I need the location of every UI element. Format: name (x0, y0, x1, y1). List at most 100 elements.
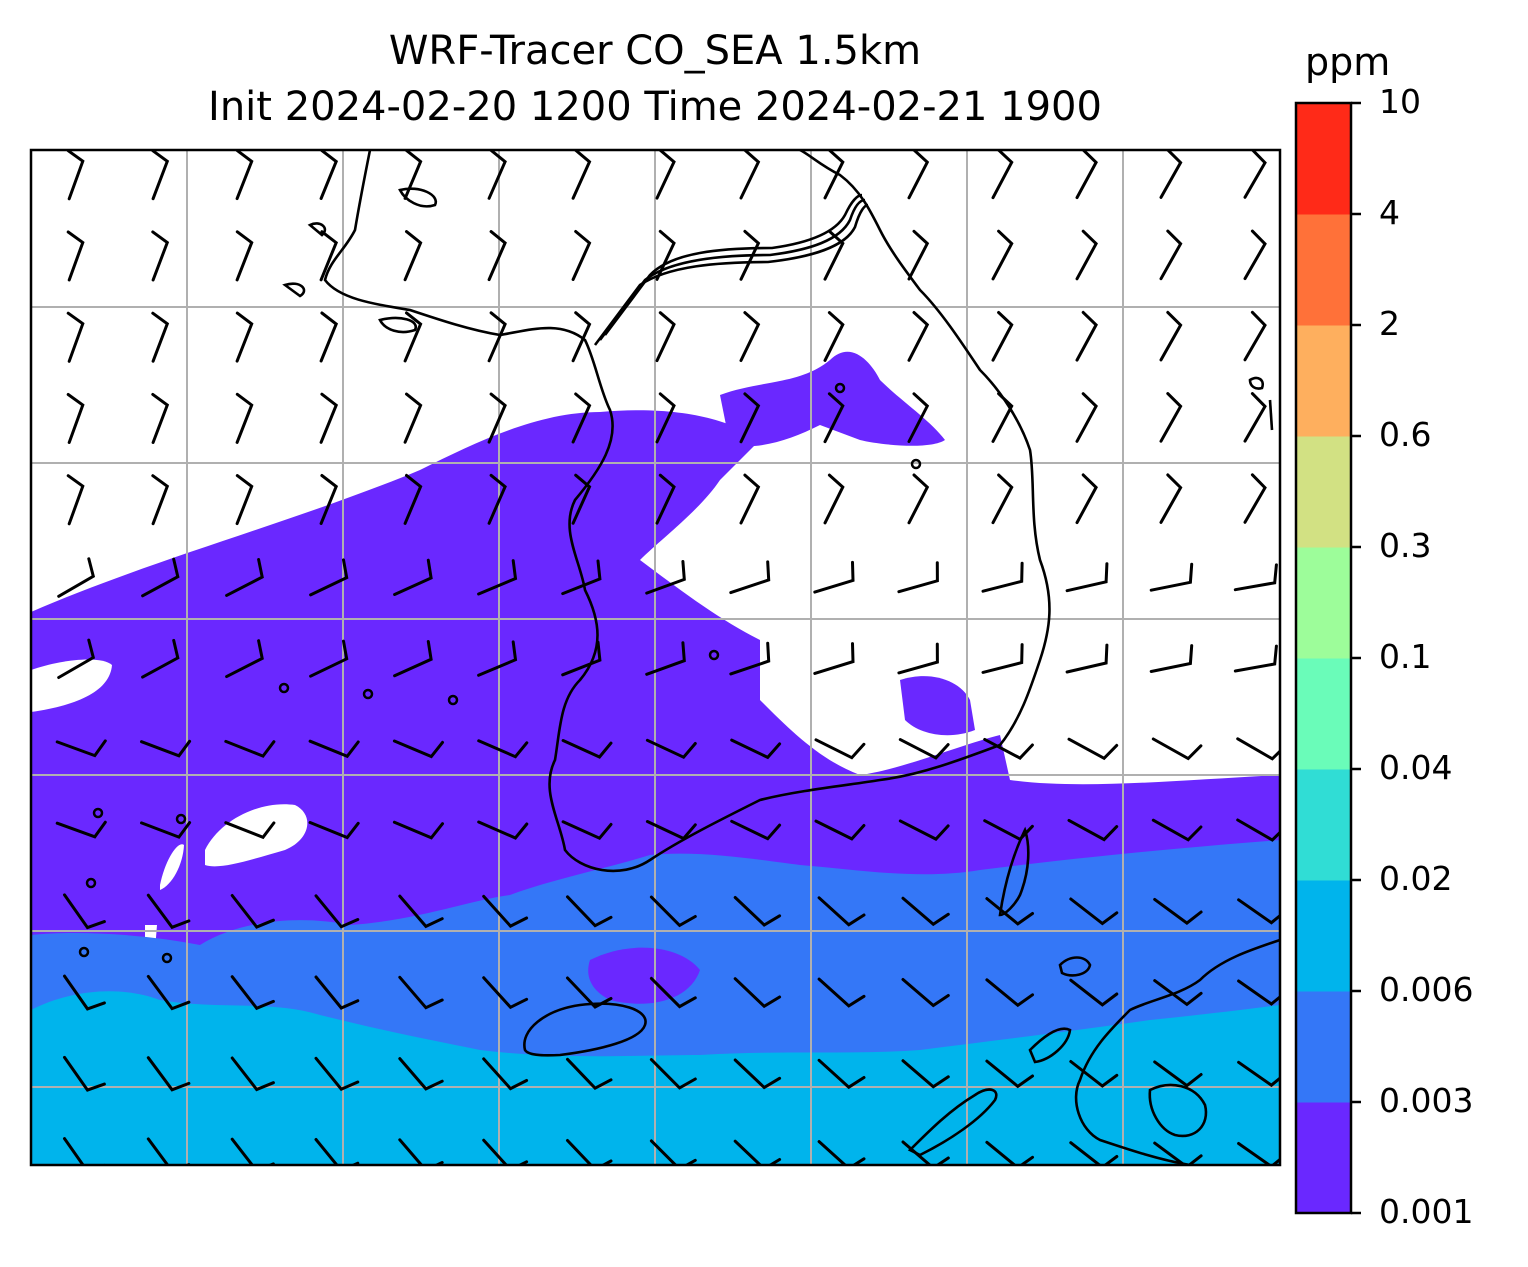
wind-barb (907, 473, 930, 525)
wind-barb (907, 150, 930, 200)
wind-barb (814, 819, 866, 841)
wind-barb (897, 561, 939, 594)
colorbar-tick-label: 10 (1379, 82, 1421, 121)
wind-barb (739, 229, 761, 281)
wind-barb (477, 820, 529, 840)
colorbar-segment (1296, 325, 1351, 437)
wind-barb (319, 474, 339, 525)
colorbar-segment (1296, 658, 1351, 770)
wind-barb (898, 819, 950, 841)
wind-barb (730, 819, 782, 841)
wind-barb (823, 311, 845, 362)
wind-barb (151, 230, 170, 282)
wind-barb (649, 895, 697, 928)
wind-barb (225, 558, 264, 597)
wind-barb (63, 974, 106, 1011)
wind-barb (823, 150, 845, 200)
wind-barb (1065, 643, 1109, 674)
colorbar-tick-label: 0.04 (1379, 748, 1453, 787)
colorbar-segment (1296, 1102, 1351, 1214)
wind-barb (235, 230, 254, 282)
contour-fill-0.001-northeast (720, 351, 945, 447)
wind-barb (151, 311, 170, 363)
wind-barb (146, 1056, 191, 1092)
wind-barb (991, 392, 1014, 443)
wind-barb (981, 561, 1024, 593)
colorbar-tick-label: 2 (1379, 304, 1400, 343)
colorbar-tick-label: 0.006 (1379, 970, 1474, 1009)
wind-barb (314, 1056, 360, 1092)
wind-barb (897, 642, 939, 675)
wind-barb (1153, 1141, 1203, 1165)
wind-barb (1243, 473, 1267, 524)
wind-barb (898, 738, 950, 760)
wind-barb (823, 473, 845, 525)
colorbar-segment (1296, 769, 1351, 881)
wind-barb (141, 638, 180, 679)
wind-barb (655, 473, 676, 525)
colorbar-segment (1296, 214, 1351, 326)
wind-barb (225, 639, 264, 679)
wind-barb (1149, 644, 1194, 673)
wind-barb (224, 821, 276, 840)
wind-barb (1075, 229, 1098, 281)
wind-barb (901, 978, 950, 1008)
wind-barb (1243, 150, 1267, 199)
wind-barb (308, 739, 360, 759)
wind-barb (733, 977, 782, 1009)
wind-barb (645, 738, 697, 760)
wind-barb (1233, 644, 1278, 673)
wind-barb (1243, 310, 1267, 362)
wind-barb (1075, 473, 1098, 525)
wind-barb (733, 1058, 782, 1090)
colorbar-segment (1296, 547, 1351, 659)
wind-barb (151, 474, 170, 526)
wind-barb (403, 473, 423, 525)
wind-barb (983, 819, 1034, 842)
wind-barb (1069, 1141, 1119, 1165)
colorbar-unit-label: ppm (1305, 40, 1391, 84)
wind-barb (729, 641, 771, 676)
wind-barb (314, 1138, 360, 1165)
wind-barb (66, 150, 85, 201)
wind-barb (230, 1137, 275, 1165)
wind-barb (63, 1137, 106, 1165)
calm-wind-markers (78, 382, 922, 964)
wind-barb (1069, 897, 1119, 926)
wind-barb (235, 392, 254, 444)
wind-barb (319, 150, 339, 200)
wind-barb (983, 737, 1034, 760)
wind-barb (571, 150, 592, 200)
wind-barb (403, 311, 423, 363)
wind-barb (403, 392, 423, 444)
wind-barb (319, 230, 339, 282)
wind-barb (1153, 897, 1203, 925)
wind-barb (66, 393, 85, 444)
colorbar-tick-label: 0.6 (1379, 415, 1432, 454)
contour-fill-0.001-east (900, 676, 975, 736)
wind-barb (817, 896, 866, 927)
map-frame (29, 148, 1282, 1167)
wind-barb (645, 560, 686, 595)
wind-barb (487, 473, 507, 525)
wind-barb (57, 557, 96, 598)
wind-barb (1153, 1060, 1203, 1088)
wind-barb (991, 229, 1014, 281)
wind-barb (146, 1137, 191, 1165)
wind-barb (63, 893, 106, 930)
chart-title-line-1: WRF-Tracer CO_SEA 1.5km (388, 28, 922, 74)
wind-barb (1237, 979, 1280, 1006)
colorbar-segment (1296, 103, 1351, 215)
wind-barb (739, 392, 761, 444)
wind-barb (729, 560, 771, 595)
wind-barb (146, 974, 191, 1011)
wind-barb (739, 473, 761, 525)
colorbar-segment (1296, 436, 1351, 548)
graticule (31, 150, 1280, 1165)
wind-barb (319, 392, 339, 444)
wind-barb (561, 559, 602, 596)
wind-barb (566, 976, 613, 1009)
wind-barb (1237, 898, 1280, 925)
wind-barb (985, 978, 1034, 1008)
wind-barb (487, 311, 507, 363)
